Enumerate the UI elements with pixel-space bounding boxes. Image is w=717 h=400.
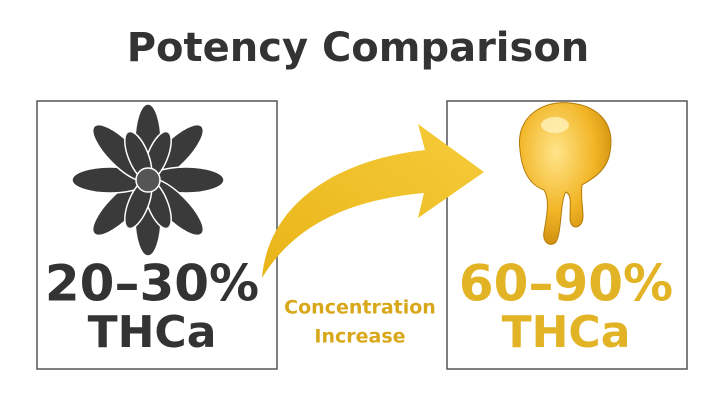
left-range: 20–30% [45,255,259,313]
honey-icon [519,102,612,245]
plant-icon [71,103,225,257]
title: Potency Comparison [127,25,590,71]
right-label: THCa [502,307,631,358]
left-label: THCa [88,307,217,358]
increase-arrow [262,124,484,278]
right-range: 60–90% [459,255,673,313]
center-line: Increase [314,326,405,348]
center-line: Concentration [284,297,436,319]
